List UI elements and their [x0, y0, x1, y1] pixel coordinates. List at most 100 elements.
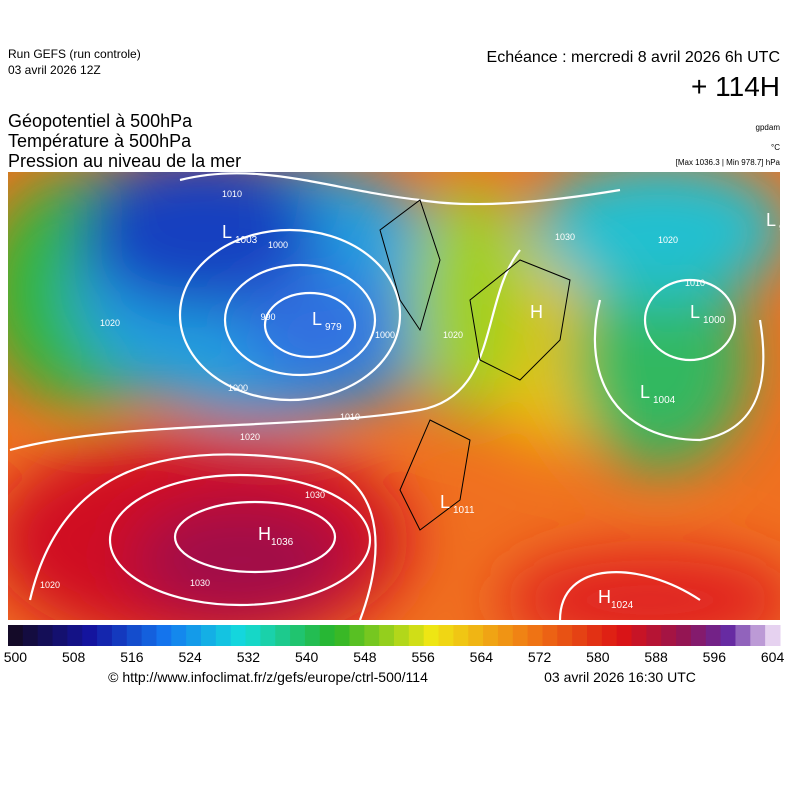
color-swatch — [141, 625, 157, 646]
isobar-label: 1000 — [375, 330, 395, 340]
color-swatch — [720, 625, 736, 646]
color-swatch — [290, 625, 306, 646]
color-swatch — [438, 625, 454, 646]
color-swatch — [97, 625, 113, 646]
center-value: 1024 — [611, 600, 634, 611]
colorbar-label: 500 — [4, 649, 28, 665]
color-swatch — [37, 625, 54, 646]
colorbar-label: 580 — [586, 649, 610, 665]
field: Température à 500hPa — [8, 131, 192, 151]
isobar-label: 1020 — [240, 432, 260, 442]
source-url: © http://www.infoclimat.fr/z/gefs/europe… — [108, 669, 428, 685]
color-swatch — [201, 625, 217, 646]
isobar-label: 1010 — [685, 278, 705, 288]
center-letter: L — [690, 302, 700, 322]
colorbar-label: 572 — [528, 649, 552, 665]
unit: gpdam — [756, 123, 781, 132]
color-swatch — [67, 625, 83, 646]
unit: °C — [771, 143, 780, 152]
color-swatch — [82, 625, 98, 646]
isobar-label: 1030 — [555, 232, 575, 242]
center-letter: L — [440, 492, 450, 512]
color-swatch — [394, 625, 410, 646]
colorbar-label: 548 — [353, 649, 377, 665]
color-swatch — [408, 625, 425, 646]
isobar-label: 1020 — [443, 330, 463, 340]
center-value: 1011 — [453, 505, 475, 516]
color-swatch — [215, 625, 232, 646]
color-swatch — [750, 625, 766, 646]
max-min: [Max 1036.3 | Min 978.7] hPa — [676, 158, 781, 167]
color-swatch — [230, 625, 247, 646]
lead-time: + 114H — [691, 71, 780, 102]
issue-date: 03 avril 2026 16:30 UTC — [544, 669, 696, 685]
color-swatch — [483, 625, 499, 646]
color-swatch — [8, 625, 24, 646]
color-swatch — [468, 625, 484, 646]
color-swatch — [364, 625, 380, 646]
color-swatch — [126, 625, 143, 646]
center-letter: H — [598, 587, 611, 607]
isobar-label: 990 — [260, 312, 275, 322]
isobar-label: 1020 — [40, 580, 60, 590]
colorbar-label: 540 — [295, 649, 319, 665]
colorbar-label: 604 — [761, 649, 785, 665]
color-swatch — [557, 625, 573, 646]
center-value: 979 — [325, 322, 342, 333]
echeance: Echéance : mercredi 8 avril 2026 6h UTC — [487, 49, 780, 66]
colorbar-label: 564 — [470, 649, 494, 665]
color-swatch — [260, 625, 276, 646]
color-swatch — [765, 625, 781, 646]
center-letter: L — [640, 382, 650, 402]
colorbar-label: 524 — [178, 649, 202, 665]
color-swatch — [22, 625, 39, 646]
run: Run GEFS (run controle) — [8, 47, 141, 61]
isobar-label: 1010 — [222, 189, 242, 199]
center-value: 1004 — [653, 395, 676, 406]
color-swatch — [111, 625, 128, 646]
color-swatch — [186, 625, 202, 646]
isobar-label: 1030 — [305, 490, 325, 500]
color-swatch — [616, 625, 633, 646]
color-swatch — [319, 625, 336, 646]
isobar-label: 1000 — [268, 240, 288, 250]
center-value: 1000 — [703, 315, 726, 326]
color-swatch — [334, 625, 350, 646]
color-swatch — [542, 625, 558, 646]
color-swatch — [245, 625, 261, 646]
color-swatch — [690, 625, 707, 646]
center-letter: L — [222, 222, 232, 242]
isobar-label: 1010 — [340, 412, 360, 422]
color-swatch — [661, 625, 677, 646]
color-swatch — [497, 625, 514, 646]
color-swatch — [587, 625, 603, 646]
color-swatch — [735, 625, 751, 646]
color-swatch — [275, 625, 291, 646]
field: Pression au niveau de la mer — [8, 151, 241, 171]
colorbar-label: 508 — [62, 649, 86, 665]
center-letter: H — [530, 302, 543, 322]
color-swatch — [304, 625, 321, 646]
center-letter: L — [312, 309, 322, 329]
colorbar-label: 532 — [237, 649, 261, 665]
center-letter: H — [258, 524, 271, 544]
color-swatch — [156, 625, 172, 646]
colorbar-label: 556 — [411, 649, 435, 665]
isobar-label: 1030 — [190, 578, 210, 588]
field: Géopotentiel à 500hPa — [8, 111, 193, 131]
center-value: 1036 — [271, 537, 294, 548]
color-swatch — [453, 625, 469, 646]
color-swatch — [676, 625, 692, 646]
color-swatch — [572, 625, 588, 646]
color-swatch — [379, 625, 395, 646]
color-swatch — [423, 625, 440, 646]
color-swatch — [527, 625, 543, 646]
isobar-label: 1000 — [228, 383, 248, 393]
color-swatch — [631, 625, 647, 646]
run-date: 03 avril 2026 12Z — [8, 63, 101, 77]
isobar-label: 1020 — [658, 235, 678, 245]
color-swatch — [646, 625, 662, 646]
colorbar-label: 516 — [120, 649, 144, 665]
